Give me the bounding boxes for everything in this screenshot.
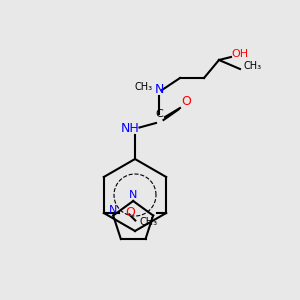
Text: N: N xyxy=(129,190,137,200)
Text: N: N xyxy=(109,205,117,214)
Text: O: O xyxy=(181,95,191,108)
Text: C: C xyxy=(155,109,163,119)
Text: OH: OH xyxy=(231,49,248,59)
Text: CH₃: CH₃ xyxy=(140,217,158,227)
Text: CH₃: CH₃ xyxy=(135,82,153,92)
Text: O: O xyxy=(125,206,135,219)
Text: NH: NH xyxy=(121,122,140,135)
Text: N: N xyxy=(154,83,164,96)
Text: CH₃: CH₃ xyxy=(243,61,261,71)
